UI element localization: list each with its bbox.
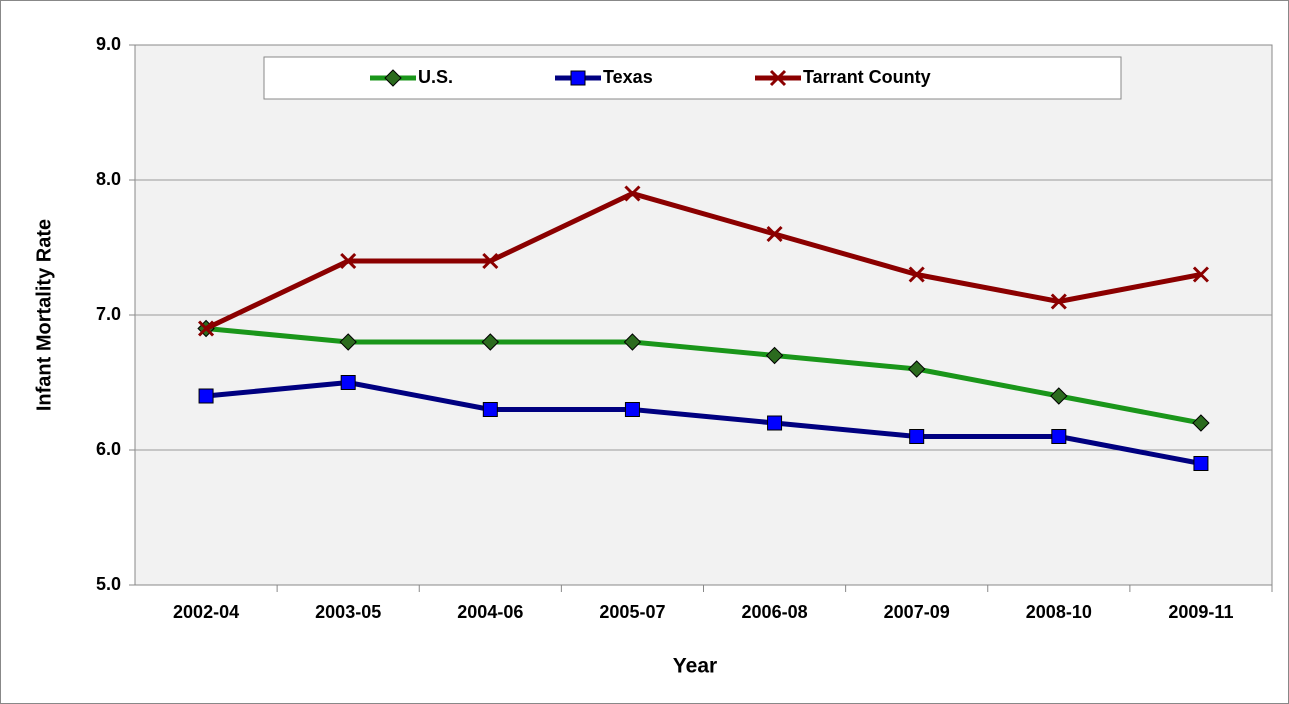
data-point: [482, 252, 499, 270]
data-point: [481, 333, 500, 351]
data-point: [624, 185, 641, 202]
x-tick-label: 2003-05: [315, 602, 381, 622]
data-point: [766, 225, 783, 243]
x-tick-label: 2005-07: [599, 602, 665, 622]
series-line: [205, 326, 1202, 426]
y-axis-label: Infant Mortality Rate: [33, 219, 55, 411]
data-point: [1192, 414, 1210, 432]
data-point: [339, 333, 357, 351]
data-point: [198, 388, 214, 404]
y-tick-label: 6.0: [96, 439, 121, 459]
y-tick-label: 7.0: [96, 304, 121, 324]
data-point: [623, 333, 642, 351]
series-line: [205, 380, 1202, 466]
legend-marker: [384, 69, 402, 87]
x-tick-label: 2006-08: [742, 602, 808, 622]
data-point: [909, 429, 925, 444]
data-point: [340, 252, 357, 270]
y-tick-label: 9.0: [96, 34, 121, 54]
data-point: [1051, 429, 1067, 444]
x-tick-label: 2004-06: [457, 602, 523, 622]
data-point: [1050, 293, 1067, 310]
data-point: [765, 346, 784, 365]
data-point: [482, 402, 498, 417]
legend-label: Texas: [603, 67, 653, 87]
data-point: [624, 402, 640, 417]
legend-label: Tarrant County: [803, 67, 931, 87]
y-tick-label: 5.0: [96, 574, 121, 594]
x-tick-label: 2009-11: [1168, 602, 1233, 622]
data-point: [1050, 387, 1068, 405]
data-point: [908, 266, 925, 283]
data-point: [198, 320, 215, 337]
data-point: [767, 415, 783, 431]
x-tick-label: 2008-10: [1026, 602, 1092, 622]
x-tick-label: 2007-09: [884, 602, 950, 622]
legend-label: U.S.: [418, 67, 453, 87]
series-line: [204, 191, 1202, 331]
data-point: [340, 375, 356, 390]
y-tick-label: 8.0: [96, 169, 121, 189]
legend-marker: [570, 70, 586, 86]
data-point: [1193, 456, 1209, 471]
legend-marker: [769, 69, 787, 87]
data-point: [907, 360, 926, 378]
x-tick-label: 2002-04: [173, 602, 239, 622]
x-axis-label: Year: [673, 655, 717, 678]
data-point: [1192, 266, 1210, 283]
